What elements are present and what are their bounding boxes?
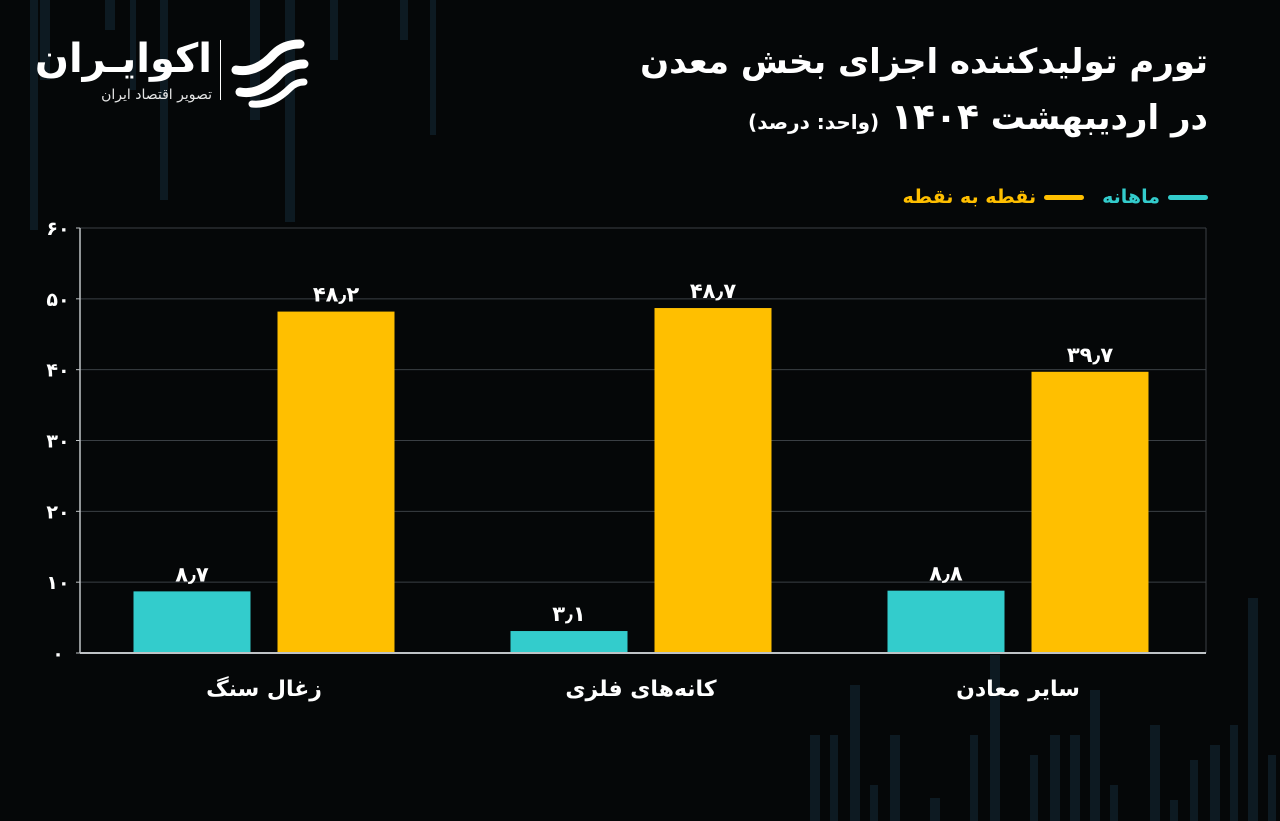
y-tick-label: ۳۰ [46,431,69,453]
background-bar [990,655,1000,821]
legend-item-point-to-point: نقطه به نقطه [903,186,1085,208]
brand-logo: اکوایـران تصویر اقتصاد ایران [34,34,320,114]
y-tick-label: ۴۰ [46,360,69,382]
background-bar [1050,735,1060,821]
y-tick-label: ۵۰ [46,289,69,311]
background-bar [1190,760,1198,821]
background-bar [1090,690,1100,821]
logo-name: اکوایـران [34,36,212,82]
x-category-label: سایر معادن [956,677,1080,702]
background-bar [160,0,168,200]
background-bar [1230,725,1238,821]
background-bar [850,685,860,821]
background-bar [870,785,878,821]
bar-point-to-point [654,308,772,653]
bar-point-to-point [277,311,395,653]
bar-monthly [510,631,628,653]
title-year: ۱۴۰۴ [891,97,979,138]
y-tick-label: ۲۰ [46,501,69,523]
page-title: تورم تولیدکننده اجزای بخش معدن در اردیبه… [640,34,1208,150]
bar-value-label: ۳۹٫۷ [1067,343,1113,367]
title-line-2: در اردیبهشت ۱۴۰۴ (واحد: درصد) [640,90,1208,150]
background-bar [930,798,940,821]
background-bar [1170,800,1178,821]
background-bar [130,0,136,90]
background-bar [830,735,838,821]
bar-monthly [133,591,251,653]
logo-mark-icon [231,39,309,108]
y-tick-label: ۱۰ [46,572,69,594]
legend-label-monthly: ماهانه [1102,186,1160,208]
background-bar [1070,735,1080,821]
background-bar [285,0,295,222]
bar-monthly [887,590,1005,653]
background-bar [890,735,900,821]
x-category-label: کانه‌های فلزی [565,677,716,702]
bar-value-label: ۴۸٫۲ [313,283,359,307]
background-bar [1210,745,1220,821]
y-tick-label: ۰ [52,643,64,665]
background-bar [40,0,50,80]
background-bar [1030,755,1038,821]
title-unit: (واحد: درصد) [748,110,880,134]
background-bar [1268,755,1276,821]
y-tick-label: ۶۰ [46,218,69,240]
background-bar [970,735,978,821]
background-bar [330,0,338,60]
background-bar [1150,725,1160,821]
bar-value-label: ۳٫۱ [552,602,585,626]
background-bar [30,0,38,230]
legend-swatch-monthly [1168,194,1208,200]
chart-legend: ماهانه نقطه به نقطه [903,186,1208,208]
background-bar [430,0,436,135]
bar-value-label: ۸٫۸ [929,562,963,586]
logo-subtitle: تصویر اقتصاد ایران [101,87,212,103]
x-category-label: زغال سنگ [206,675,322,702]
bar-value-label: ۸٫۷ [175,562,209,586]
legend-label-point-to-point: نقطه به نقطه [902,186,1037,208]
title-prefix: در اردیبهشت [990,98,1208,138]
background-bar [1110,785,1118,821]
background-bar [810,735,820,821]
background-bar [1248,598,1258,821]
legend-item-monthly: ماهانه [1102,186,1208,208]
legend-swatch-point-to-point [1044,194,1085,200]
bar-point-to-point [1031,371,1149,653]
title-line-1: تورم تولیدکننده اجزای بخش معدن [640,42,1208,82]
bar-value-label: ۴۸٫۷ [690,279,736,303]
background-bar [105,0,115,30]
logo-separator [220,40,221,100]
background-bar [400,0,408,40]
background-bar [250,0,260,120]
logo-text: اکوایـران تصویر اقتصاد ایران [34,34,212,106]
